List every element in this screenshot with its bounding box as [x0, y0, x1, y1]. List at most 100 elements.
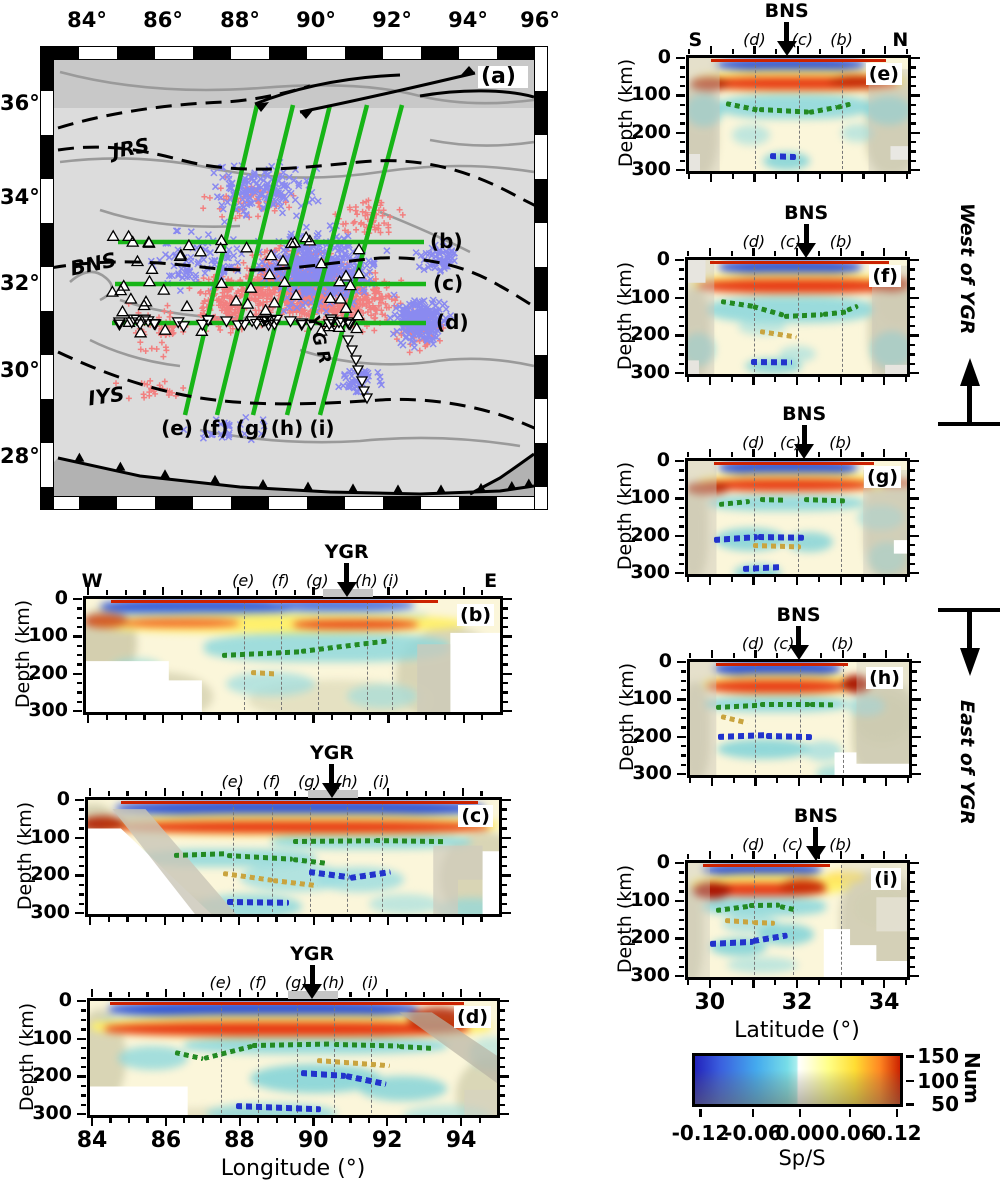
x-tick [143, 590, 146, 595]
heat-band [100, 599, 293, 614]
heat-blob [846, 696, 885, 717]
depth-tick-label: 100 [630, 285, 670, 308]
x-tick [907, 653, 910, 658]
x-tick [907, 778, 910, 783]
depth-tick-label: 300 [631, 158, 671, 180]
section-panel-d: 0 100 200 300 Depth (km) (e) (f) (g) (h) (i) YGR 84… [16, 943, 509, 1180]
x-tick [796, 851, 799, 859]
depth-tick-label: 200 [630, 523, 670, 546]
depth-tick [81, 1009, 86, 1012]
depth-tick [910, 862, 919, 865]
section-heatmap-g [688, 461, 907, 574]
marker-arrow-head [776, 41, 797, 56]
marker-arrow-head [794, 444, 815, 459]
depth-tick [910, 909, 915, 912]
surface-red-line [716, 663, 848, 666]
arrow-label-bns: BNS [793, 805, 838, 827]
x-tick [710, 650, 713, 658]
x-tick [861, 980, 864, 985]
x-tick [708, 980, 711, 988]
map-profile-line-ns [250, 104, 333, 416]
depth-tick [77, 691, 82, 694]
x-tick [368, 715, 371, 720]
crossing-profile-dashed-line [797, 463, 799, 572]
depth-tick-label: 100 [30, 825, 70, 848]
depth-tick [912, 745, 917, 748]
crossing-profile-label: (h) [322, 973, 345, 992]
depth-tick [910, 259, 919, 262]
depth-tick [81, 1094, 86, 1097]
x-tick [91, 989, 94, 997]
depth-tick [680, 103, 685, 107]
x-tick [441, 1118, 444, 1123]
depth-tick [675, 334, 684, 337]
map-lon-tick-label: 96° [520, 8, 560, 32]
crossing-profile-label: (e) [232, 571, 255, 590]
x-tick [162, 715, 165, 723]
corner-direction-label: W [81, 570, 103, 592]
depth-axis-title: Depth (km) [14, 801, 36, 910]
depth-tick [910, 927, 915, 931]
x-tick [754, 650, 757, 658]
crossing-profile-dashed-line [370, 1003, 372, 1113]
depth-tick [500, 1047, 505, 1050]
depth-tick [910, 460, 919, 463]
crossing-profile-label: (b) [829, 232, 853, 251]
depth-tick [679, 306, 684, 309]
x-tick [460, 1118, 463, 1126]
depth-tick [675, 572, 684, 575]
no-data-mask [690, 662, 717, 775]
x-tick [201, 1118, 204, 1123]
x-tick [404, 1118, 407, 1123]
depth-tick [911, 103, 916, 107]
surface-red-line [709, 261, 890, 264]
depth-axis-title: Depth (km) [614, 261, 636, 370]
depth-tick [680, 122, 685, 125]
heat-band [115, 800, 485, 816]
x-tick [478, 992, 481, 997]
depth-tick [910, 488, 915, 491]
marker-arrow-stem [309, 965, 315, 985]
depth-tick [910, 497, 919, 500]
depth-tick [503, 710, 512, 713]
heat-band [702, 478, 874, 492]
colorbar-x-tick-label: 0.12 [872, 1121, 922, 1145]
depth-tick [679, 544, 684, 547]
x-tick [237, 715, 240, 723]
x-tick [182, 917, 185, 922]
section-panel-c: 0 100 200 300 Depth (km) (e) (f) (g) (h) (i) YGR (c… [14, 742, 511, 925]
marker-arrow-stem [803, 224, 809, 244]
depth-tick [676, 57, 685, 60]
x-tick [107, 791, 110, 796]
x-tick [905, 452, 908, 457]
depth-tick-label: 0 [54, 587, 68, 609]
depth-tick [77, 1075, 86, 1078]
arrow-label-bns: BNS [776, 604, 821, 626]
heat-blob [117, 1045, 188, 1071]
marker-arrow-stem [796, 626, 802, 646]
depth-tick [910, 516, 915, 519]
map-profile-label: (c) [433, 271, 464, 295]
depth-tick [681, 745, 686, 748]
x-tick [774, 377, 777, 382]
depth-tick [911, 150, 916, 153]
no-data-mask [890, 146, 908, 160]
depth-tick-label: 0 [657, 46, 671, 68]
depth-tick [502, 827, 507, 830]
marker-arrow-stem [344, 563, 350, 583]
x-tick [839, 449, 842, 457]
surface-red-line [120, 801, 479, 804]
depth-tick [77, 644, 82, 648]
section-panel-b: 0 100 200 300 Depth (km) (e) (f) (g) (h) (i) W E YGR… [12, 541, 512, 723]
x-tick [839, 980, 842, 988]
x-tick-label: 30 [694, 990, 726, 1015]
east-of-ygr-label: East of YGR [956, 700, 978, 825]
depth-tick [502, 817, 507, 821]
depth-tick-label: 0 [656, 248, 670, 270]
x-tick [752, 377, 755, 385]
x-tick [688, 49, 691, 54]
dotted-interface-k [753, 542, 802, 550]
x-tick [443, 791, 446, 796]
depth-tick [77, 700, 82, 704]
depth-tick [679, 516, 684, 519]
